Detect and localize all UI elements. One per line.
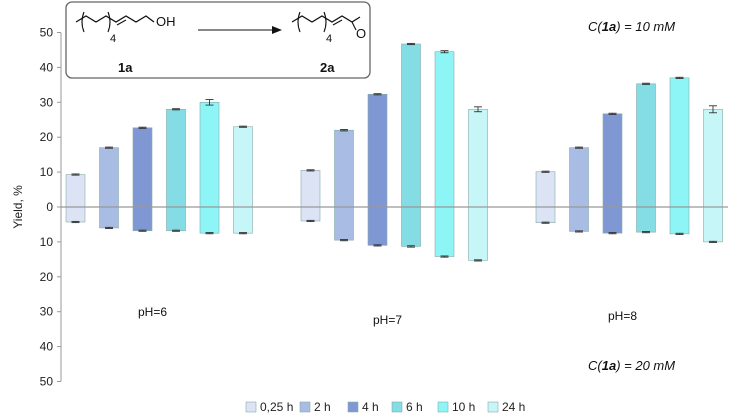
product-double-bond bbox=[332, 19, 343, 26]
y-tick-label: 10 bbox=[40, 165, 54, 179]
condition-upper: C(1a) = 10 mM bbox=[588, 19, 675, 34]
bar-upper bbox=[334, 129, 354, 208]
bar-upper bbox=[65, 174, 86, 208]
bar-lower bbox=[199, 206, 220, 234]
legend-label: 0,25 h bbox=[260, 400, 293, 414]
condition-upper-compound: 1a bbox=[602, 19, 616, 34]
reactant-label: 1a bbox=[118, 60, 133, 75]
bar-lower bbox=[166, 206, 186, 232]
legend-swatch bbox=[391, 401, 403, 413]
legend-swatch bbox=[245, 401, 257, 413]
y-tick-label: 30 bbox=[40, 95, 54, 109]
condition-lower-value: = 20 mM bbox=[624, 358, 675, 373]
condition-lower-prefix: C( bbox=[588, 358, 603, 373]
condition-upper-prefix: C( bbox=[588, 19, 603, 34]
legend-swatch bbox=[487, 401, 499, 413]
product-subscript: 4 bbox=[326, 33, 332, 45]
bar-lower bbox=[569, 206, 589, 232]
bar-upper bbox=[602, 113, 623, 208]
bar-upper bbox=[132, 127, 153, 208]
legend-label: 4 h bbox=[362, 400, 379, 414]
y-tick-label: 50 bbox=[40, 375, 54, 389]
labels: pH=6 pH=7 pH=8 bbox=[138, 305, 637, 327]
bar-upper bbox=[401, 43, 421, 208]
condition-upper-value: = 10 mM bbox=[624, 19, 675, 34]
bar-upper bbox=[166, 108, 186, 208]
category-label: pH=7 bbox=[373, 313, 402, 327]
y-tick-label: 20 bbox=[40, 270, 54, 284]
y-tick-label: 10 bbox=[40, 235, 54, 249]
bar-lower bbox=[468, 206, 488, 261]
legend-label: 10 h bbox=[452, 400, 475, 414]
bar-lower bbox=[334, 206, 354, 241]
axes: 0 10 20 30 40 50 10 20 30 40 50 bbox=[40, 26, 62, 389]
category-label: pH=6 bbox=[138, 305, 167, 319]
reactant-chain-bracket bbox=[81, 11, 111, 33]
reactant-subscript: 4 bbox=[110, 33, 116, 45]
reactant-structure bbox=[75, 15, 155, 23]
bar-lower bbox=[636, 206, 656, 233]
category-label: pH=8 bbox=[608, 309, 637, 323]
bar-upper bbox=[300, 170, 321, 208]
bar-upper bbox=[99, 147, 119, 208]
bar-lower bbox=[434, 206, 455, 257]
condition-lower: C(1a) = 20 mM bbox=[588, 358, 675, 373]
reactant-double-bond bbox=[116, 19, 127, 26]
condition-lower-close: ) bbox=[614, 358, 620, 373]
bar-lower bbox=[367, 206, 388, 246]
legend-swatch bbox=[347, 401, 359, 413]
bar-upper bbox=[636, 83, 656, 208]
bar-upper bbox=[569, 147, 589, 208]
bar-lower bbox=[602, 206, 623, 234]
legend-label: 6 h bbox=[406, 400, 423, 414]
bar-lower bbox=[65, 206, 86, 223]
bars bbox=[61, 42, 728, 262]
y-tick-label: 20 bbox=[40, 130, 54, 144]
condition-upper-close: ) bbox=[614, 19, 620, 34]
condition-lower-compound: 1a bbox=[602, 358, 616, 373]
bar-upper bbox=[199, 102, 220, 208]
bar-upper bbox=[535, 171, 556, 208]
bar-lower bbox=[132, 206, 153, 232]
y-tick-label: 0 bbox=[46, 200, 53, 214]
bar-upper bbox=[468, 108, 488, 208]
legend-label: 2 h bbox=[314, 400, 331, 414]
bar-upper bbox=[367, 93, 388, 208]
reaction-scheme: 4 OH 1a O 4 2a bbox=[65, 1, 371, 79]
bar-lower bbox=[99, 206, 119, 229]
product-chain-bracket bbox=[297, 11, 327, 33]
product-carbonyl bbox=[351, 21, 357, 31]
bar-lower bbox=[669, 206, 690, 235]
y-tick-label: 50 bbox=[40, 26, 54, 40]
reaction-arrowhead bbox=[272, 26, 282, 34]
product-oxygen: O bbox=[356, 26, 366, 41]
bar-upper bbox=[703, 108, 723, 208]
bar-lower bbox=[233, 206, 253, 234]
product-label: 2a bbox=[320, 60, 335, 75]
bar-lower bbox=[300, 206, 321, 222]
bar-lower bbox=[535, 206, 556, 224]
legend-swatch bbox=[299, 401, 311, 413]
legend: 0,25 h 2 h 4 h 6 h 10 h 24 h bbox=[245, 400, 525, 414]
y-axis-title: Yield, % bbox=[11, 185, 25, 229]
bar-upper bbox=[233, 126, 253, 208]
y-tick-label: 40 bbox=[40, 340, 54, 354]
y-tick-label: 40 bbox=[40, 60, 54, 74]
bar-lower bbox=[401, 206, 421, 247]
bar-upper bbox=[669, 77, 690, 208]
bar-upper bbox=[434, 51, 455, 208]
product-structure bbox=[291, 15, 361, 23]
y-tick-label: 30 bbox=[40, 305, 54, 319]
legend-label: 24 h bbox=[502, 400, 525, 414]
reactant-group: OH bbox=[156, 14, 176, 29]
legend-swatch bbox=[437, 401, 449, 413]
bar-lower bbox=[703, 206, 723, 243]
